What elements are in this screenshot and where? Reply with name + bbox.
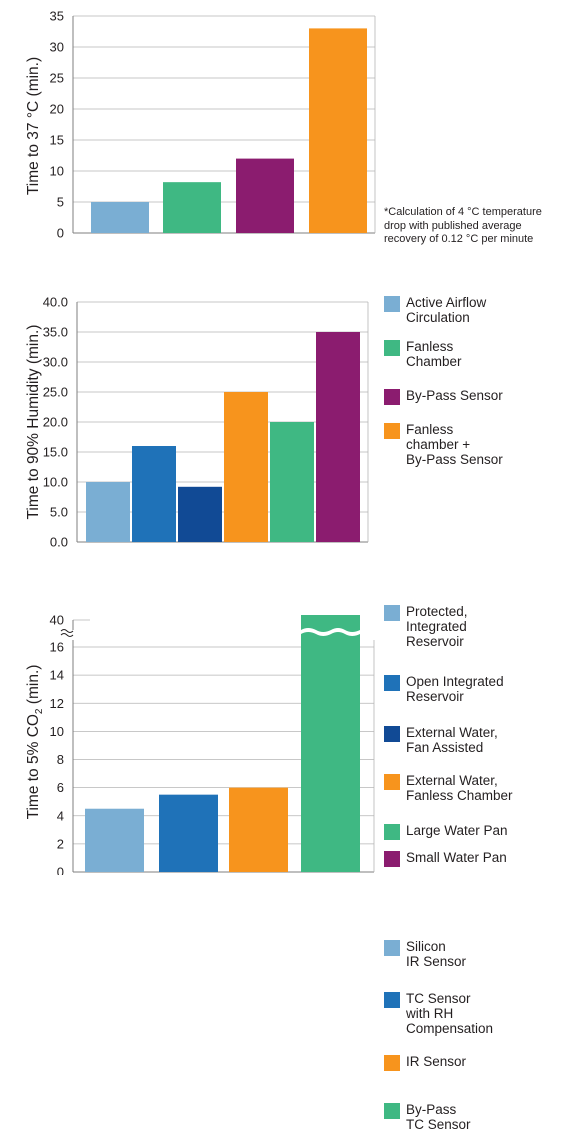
- bar: [132, 446, 176, 542]
- bar: [301, 615, 360, 872]
- legend-swatch: [384, 389, 400, 405]
- legend-swatch: [384, 1103, 400, 1119]
- legend-swatch: [384, 675, 400, 691]
- y-tick-label: 6: [57, 780, 64, 795]
- temperature-chart-svg: 0 5 10 15 20 25 30 35 Time to 37 °C (min.): [25, 9, 376, 241]
- temperature-recovery-chart: 0 5 10 15 20 25 30 35 Time to 37 °C (min.) Activ…: [0, 0, 568, 468]
- y-tick-label: 20: [50, 102, 64, 117]
- y-tick-label: 8: [57, 752, 64, 767]
- bar: [91, 202, 149, 233]
- bar: [229, 787, 288, 872]
- legend-swatch: [384, 605, 400, 621]
- y-tick-label: 10.0: [43, 475, 68, 490]
- y-axis-label: Time to 90% Humidity (min.): [25, 325, 42, 520]
- bar: [224, 392, 268, 542]
- legend-swatch: [384, 774, 400, 790]
- axis-break-mark: [60, 629, 74, 633]
- y-tick-label: 25: [50, 71, 64, 86]
- legend-swatch: [384, 423, 400, 439]
- bar: [316, 332, 360, 542]
- bar: [85, 808, 144, 872]
- y-tick-label: 14: [50, 668, 64, 683]
- bar: [86, 482, 130, 542]
- co2-chart-svg: 0 2 4 6 8 10 12 14 16 40 Time to 5% CO2 (min.): [25, 613, 375, 880]
- bar: [159, 794, 218, 872]
- legend-label: Protected, Integrated Reservoir: [406, 604, 468, 649]
- legend-swatch: [384, 824, 400, 840]
- legend-label: Large Water Pan: [406, 823, 508, 838]
- y-tick-label: 20.0: [43, 415, 68, 430]
- y-tick-label: 2: [57, 836, 64, 851]
- y-tick-label: 10: [50, 724, 64, 739]
- humidity-recovery-chart: 0.0 5.0 10.0 15.0 20.0 25.0 30.0 35.0 40.0 Time t…: [0, 290, 568, 867]
- y-tick-label: 35: [50, 9, 64, 24]
- legend-label: IR Sensor: [406, 1054, 467, 1069]
- legend-label: Silicon IR Sensor: [406, 939, 467, 969]
- y-tick-label: 25.0: [43, 385, 68, 400]
- legend-swatch: [384, 296, 400, 312]
- legend-label: By-Pass Sensor: [406, 388, 503, 403]
- legend-label: External Water, Fan Assisted: [406, 725, 498, 755]
- y-axis-label: Time to 5% CO2 (min.): [25, 665, 45, 820]
- bar: [178, 486, 222, 542]
- temperature-footnote: *Calculation of 4 °C temperature drop wi…: [384, 206, 542, 245]
- y-tick-label: 35.0: [43, 325, 68, 340]
- y-tick-label: 30.0: [43, 355, 68, 370]
- y-tick-label: 0.0: [50, 535, 68, 550]
- legend-label: Small Water Pan: [406, 850, 507, 865]
- y-tick-label: 30: [50, 40, 64, 55]
- bar: [270, 422, 314, 542]
- legend-swatch: [384, 992, 400, 1008]
- y-tick-label: 0: [57, 226, 64, 241]
- legend-label: By-Pass TC Sensor: [406, 1102, 471, 1132]
- legend-swatch: [384, 340, 400, 356]
- bar: [163, 182, 221, 233]
- y-tick-label: 15.0: [43, 445, 68, 460]
- legend-swatch: [384, 726, 400, 742]
- legend-swatch: [384, 1055, 400, 1071]
- y-tick-label: 40.0: [43, 295, 68, 310]
- legend-label: TC Sensor with RH Compensation: [406, 991, 494, 1036]
- y-tick-label: 16: [50, 640, 64, 655]
- legend-label: Active Airflow Circulation: [406, 295, 487, 325]
- y-axis-label: Time to 37 °C (min.): [25, 57, 42, 195]
- bar-break-wave: [301, 628, 360, 636]
- y-tick-label: 12: [50, 696, 64, 711]
- y-tick-label: 10: [50, 164, 64, 179]
- legend-label: Fanless chamber + By-Pass Sensor: [406, 422, 503, 467]
- co2-recovery-chart: 0 2 4 6 8 10 12 14 16 40 Time to 5% CO2 (min.) Sil…: [0, 600, 568, 1132]
- y-tick-label: 15: [50, 133, 64, 148]
- legend-swatch: [384, 851, 400, 867]
- y-tick-label: 40: [50, 613, 64, 628]
- y-tick-label: 4: [57, 808, 64, 823]
- legend-label: External Water, Fanless Chamber: [406, 773, 513, 803]
- y-tick-label: 5.0: [50, 505, 68, 520]
- y-tick-label: 0: [57, 865, 64, 876]
- legend-swatch: [384, 940, 400, 956]
- axis-break-mark: [60, 633, 74, 637]
- legend-label: Open Integrated Reservoir: [406, 674, 504, 704]
- bar: [236, 158, 294, 233]
- bar: [309, 28, 367, 234]
- legend-label: Fanless Chamber: [406, 339, 462, 369]
- y-tick-label: 5: [57, 195, 64, 210]
